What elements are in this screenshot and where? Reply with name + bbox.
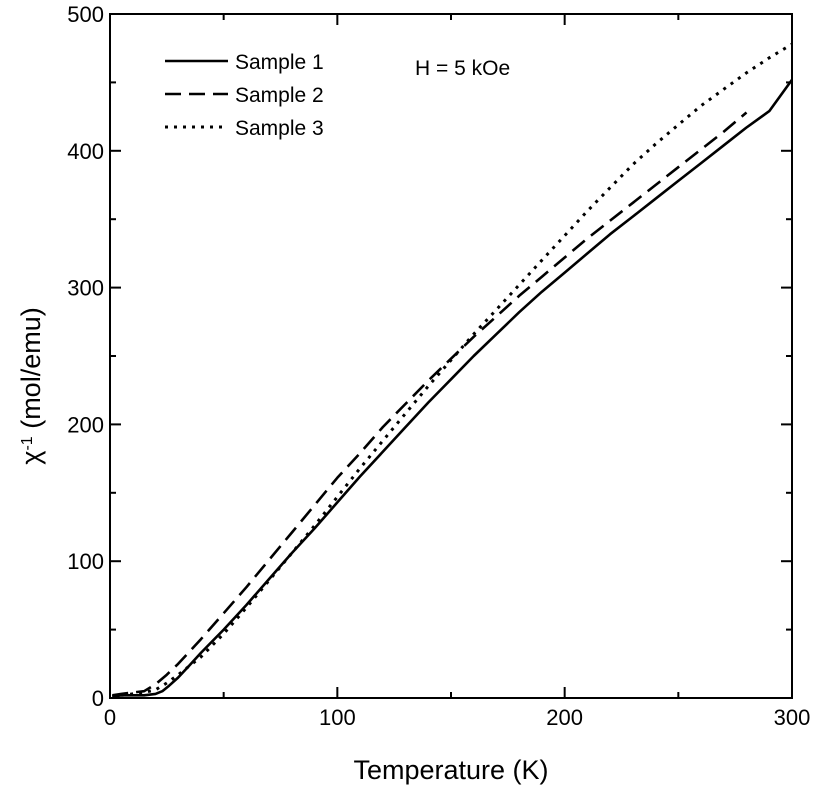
y-tick-label: 100: [67, 549, 104, 574]
legend-label-sample-2: Sample 2: [235, 84, 324, 107]
y-tick-label: 500: [67, 2, 104, 27]
x-tick-label: 100: [319, 705, 356, 730]
series-line-sample-3: [112, 42, 793, 699]
y-tick-label: 400: [67, 139, 104, 164]
field-annotation: H = 5 kOe: [415, 57, 510, 80]
series-layer: [112, 42, 794, 699]
legend-label-sample-1: Sample 1: [235, 51, 324, 74]
y-axis-label-symbol: χ: [16, 451, 46, 465]
y-axis-label: χ-1 (mol/emu): [16, 307, 46, 464]
y-axis-label-units: (mol/emu): [16, 307, 46, 436]
y-tick-label: 200: [67, 412, 104, 437]
y-tick-label: 300: [67, 276, 104, 301]
x-tick-label: 200: [546, 705, 583, 730]
x-tick-label: 0: [104, 705, 116, 730]
series-line-sample-2: [112, 111, 748, 697]
y-tick-label: 0: [92, 686, 104, 711]
x-tick-label: 300: [774, 705, 811, 730]
labels-layer: 0 100 200 300 0 100 200 300 400 500: [67, 2, 810, 730]
legend-label-sample-3: Sample 3: [235, 117, 324, 140]
plot-frame: [109, 13, 793, 699]
series-line-sample-1: [112, 78, 794, 698]
y-axis-label-exponent: -1: [19, 436, 36, 450]
legend: Sample 1 Sample 2 Sample 3: [165, 51, 324, 140]
x-axis-label: Temperature (K): [353, 755, 548, 785]
